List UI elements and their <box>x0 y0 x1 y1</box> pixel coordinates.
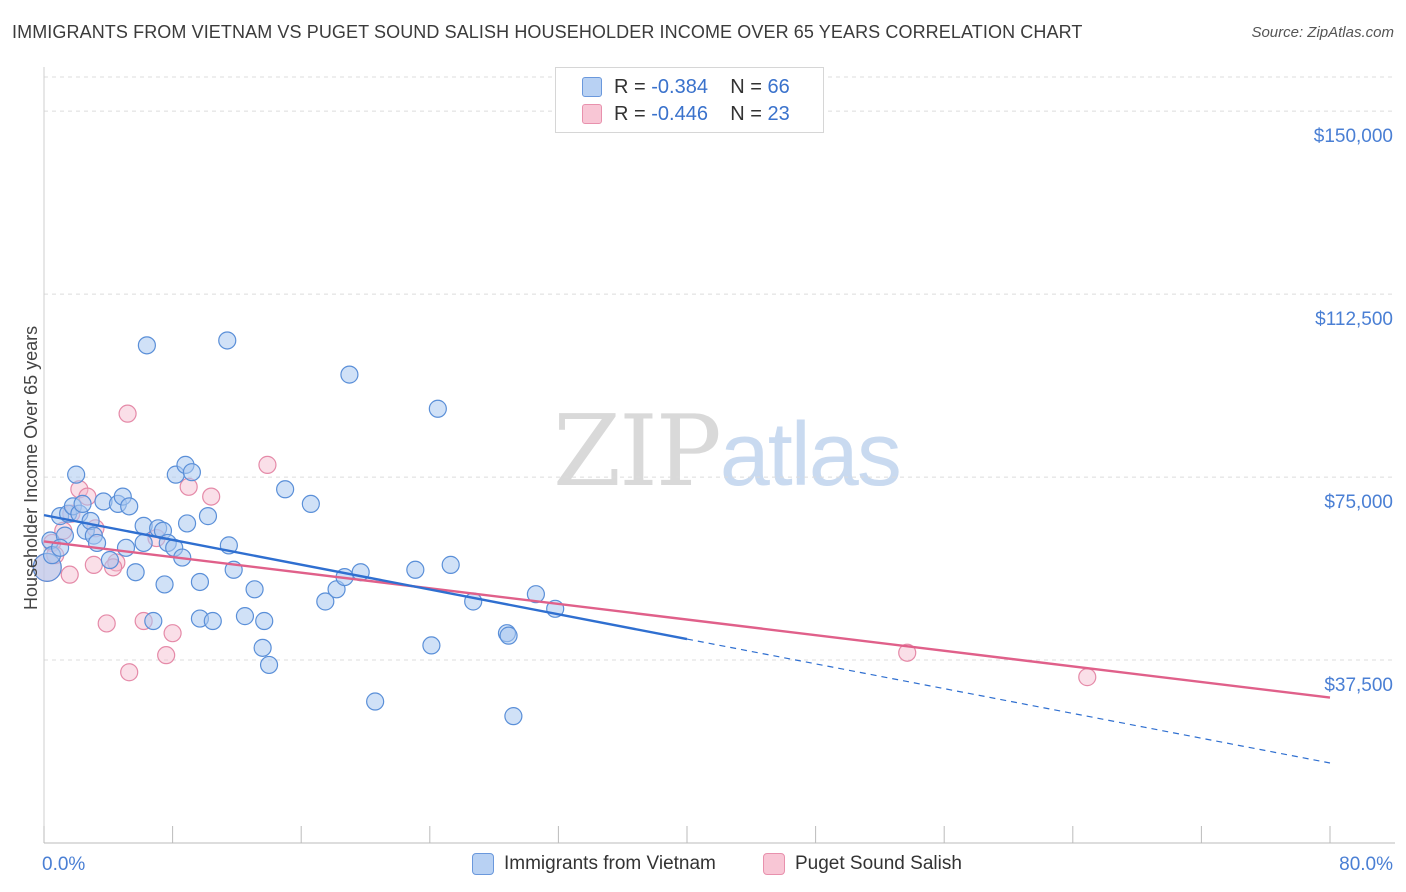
vietnam-point <box>255 611 274 631</box>
legend-swatch-pink <box>582 104 602 124</box>
legend-r-label: R = <box>614 102 646 125</box>
vietnam-point <box>504 707 523 726</box>
vietnam-point <box>218 331 237 350</box>
vietnam-point <box>259 655 279 675</box>
salish-point <box>157 646 176 665</box>
bottom-legend-swatch-blue <box>472 853 494 875</box>
salish-trend-line <box>43 540 1331 699</box>
salish-point <box>1078 668 1097 687</box>
vietnam-trend-line <box>43 513 688 641</box>
vietnam-point <box>406 560 425 579</box>
correlation-legend: R = -0.384 N = 66 R = -0.446 N = 23 <box>555 67 824 133</box>
y-tick-label: $150,000 <box>1314 126 1393 147</box>
vietnam-point <box>100 550 120 570</box>
legend-r-value: -0.446 <box>651 102 708 125</box>
source-attribution: Source: ZipAtlas.com <box>1251 24 1394 41</box>
y-tick-label: $37,500 <box>1324 675 1393 696</box>
vietnam-point <box>301 494 320 514</box>
vietnam-point <box>134 533 153 553</box>
vietnam-point <box>190 572 210 592</box>
bottom-legend-swatch-pink <box>763 853 785 875</box>
y-tick-label: $112,500 <box>1315 309 1393 330</box>
salish-point <box>179 477 198 496</box>
vietnam-point <box>422 636 441 655</box>
vietnam-point <box>116 538 136 557</box>
grid-layer <box>44 76 1395 661</box>
salish-point <box>118 404 137 423</box>
vietnam-point <box>137 336 156 355</box>
vietnam-point <box>198 507 218 526</box>
vietnam-point <box>67 465 86 484</box>
vietnam-point <box>316 592 335 611</box>
bottom-legend-vietnam[interactable]: Immigrants from Vietnam <box>472 851 716 877</box>
vietnam-point <box>203 611 222 631</box>
vietnam-point <box>73 494 92 514</box>
watermark-zip: ZIP <box>553 395 722 509</box>
vietnam-point <box>120 497 139 516</box>
vietnam-point <box>441 555 460 574</box>
vietnam-points <box>32 331 565 726</box>
vietnam-point <box>526 585 545 604</box>
axis-layer <box>43 67 1395 844</box>
vietnam-point <box>182 463 201 482</box>
vietnam-point <box>155 575 174 594</box>
salish-point <box>258 455 277 474</box>
bottom-legend-label: Puget Sound Salish <box>795 853 962 874</box>
salish-point <box>163 624 182 643</box>
legend-r-label: R = <box>614 75 646 98</box>
x-tick-label-min: 0.0% <box>42 854 85 875</box>
bottom-legend-salish[interactable]: Puget Sound Salish <box>763 851 962 877</box>
legend-row-vietnam: R = -0.384 N = 66 <box>582 74 790 100</box>
vietnam-point <box>428 399 447 418</box>
vietnam-point <box>366 692 385 711</box>
watermark-atlas: atlas <box>719 405 902 505</box>
watermark: ZIPatlas <box>553 395 902 509</box>
vietnam-point <box>81 511 100 531</box>
legend-r-value: -0.384 <box>651 75 708 98</box>
legend-n-value: 66 <box>767 75 790 98</box>
y-tick-label: $75,000 <box>1324 492 1393 513</box>
vietnam-point <box>276 480 295 499</box>
vietnam-point <box>340 365 359 384</box>
vietnam-point <box>499 626 518 645</box>
salish-point <box>898 643 917 662</box>
vietnam-point <box>245 580 264 599</box>
salish-point <box>120 663 139 682</box>
x-tick-label-max: 80.0% <box>1339 854 1393 875</box>
vietnam-point <box>144 611 163 631</box>
salish-point <box>202 487 221 506</box>
bottom-legend-label: Immigrants from Vietnam <box>504 853 716 874</box>
salish-point <box>84 555 103 574</box>
legend-swatch-blue <box>582 77 602 97</box>
legend-n-value: 23 <box>767 102 790 125</box>
trend-layer <box>43 513 1331 764</box>
vietnam-point <box>177 514 197 533</box>
y-axis-label: Householder Income Over 65 years <box>21 326 41 610</box>
legend-n-label: N = <box>730 75 762 98</box>
legend-n-label: N = <box>730 102 762 125</box>
legend-row-salish: R = -0.446 N = 23 <box>582 101 790 127</box>
vietnam-point <box>253 638 272 657</box>
vietnam-point <box>126 563 145 582</box>
chart-title: IMMIGRANTS FROM VIETNAM VS PUGET SOUND S… <box>12 22 1083 42</box>
tick-layer: $37,500 $75,000 $112,500 $150,000 0.0% 80.0% <box>42 126 1393 875</box>
salish-point <box>60 565 79 584</box>
salish-point <box>97 614 116 633</box>
puget-sound-salish-points <box>32 404 1097 687</box>
vietnam-point <box>235 607 255 626</box>
